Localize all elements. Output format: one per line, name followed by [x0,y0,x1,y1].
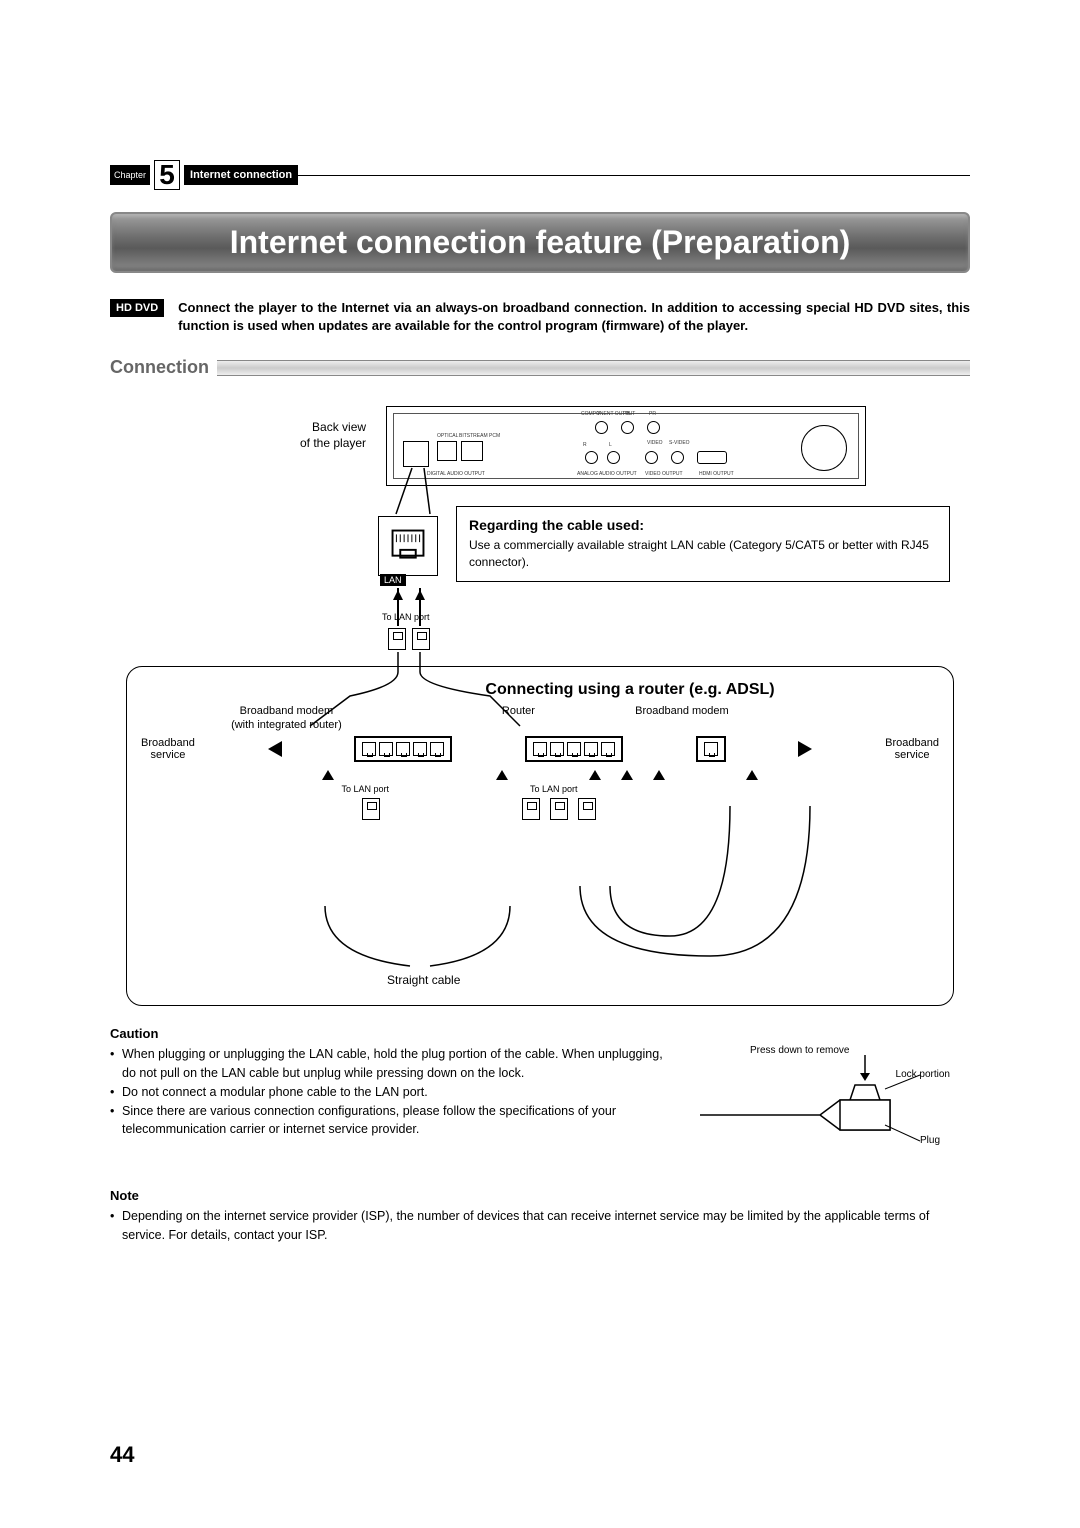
press-down-label: Press down to remove [750,1045,850,1056]
lbl-svideo: S-VIDEO [669,440,690,446]
section-title: Connection [110,355,217,380]
lan-zoom-label: LAN [380,574,406,586]
hddvd-badge: HD DVD [110,299,164,317]
plug-label: Plug [920,1135,940,1146]
note-item: Depending on the internet service provid… [110,1207,930,1245]
lbl-video: VIDEO [647,440,663,446]
rj45-icon [550,798,568,820]
player-back-panel: COMPONENT OUTPUT Y PB PR VIDEO S-VIDEO O… [386,406,866,486]
router-label: Router [502,705,535,731]
caution-title: Caution [110,1026,970,1041]
straight-cable-label: Straight cable [387,973,460,987]
chapter-header: Chapter 5 Internet connection [110,160,970,190]
note-list: Depending on the internet service provid… [110,1207,970,1245]
note-section: Note Depending on the internet service p… [110,1188,970,1245]
cable-box-title: Regarding the cable used: [469,517,937,533]
lbl-r: R [583,442,587,448]
chapter-label: Chapter [110,165,150,185]
cable-info-box: Regarding the cable used: Use a commerci… [456,506,950,582]
lbl-digital-audio: DIGITAL AUDIO OUTPUT [427,471,485,477]
to-lan-label: To LAN port [530,784,578,794]
router-panel: Connecting using a router (e.g. ADSL) Br… [126,666,954,1006]
lbl-pr: PR [649,411,656,417]
lbl-bitstream: BITSTREAM PCM [459,433,500,439]
cable-plug-diagram: Press down to remove Lock portion Plug [690,1045,950,1158]
rj45-trio [522,798,596,820]
section-head: Connection [110,355,970,380]
up-arrow-icon [496,770,508,780]
rj45-icon [412,628,430,650]
caution-item: Do not connect a modular phone cable to … [110,1083,670,1102]
connection-diagram: Back view of the player COMPONENT OUTPUT… [110,396,970,1006]
router-row: Broadband service Broadband service [141,736,939,762]
note-title: Note [110,1188,970,1203]
section-line [217,360,970,376]
lbl-analog-audio: ANALOG AUDIO OUTPUT [577,471,637,477]
modem-box [696,736,726,762]
hdmi-port-icon [697,451,727,464]
router-panel-title: Connecting using a router (e.g. ADSL) [321,681,939,699]
up-arrow-icon [589,770,601,780]
lan-zoom-icon [378,516,438,576]
page-number: 44 [110,1442,134,1468]
lbl-hdmi-output: HDMI OUTPUT [699,471,734,477]
router-box [525,736,623,762]
caution-item: When plugging or unplugging the LAN cabl… [110,1045,670,1083]
optical-port-icon [437,441,457,461]
up-arrow-icon [746,770,758,780]
up-arrow-icon [653,770,665,780]
arrow-right-icon [798,741,812,757]
rj45-icon [578,798,596,820]
cable-box-text: Use a commercially available straight LA… [469,537,937,571]
to-lan-label-top: To LAN port [382,612,430,622]
intro-text: Connect the player to the Internet via a… [178,299,970,335]
rj45-icon [522,798,540,820]
caution-item: Since there are various connection confi… [110,1102,670,1140]
up-arrow-icon [322,770,334,780]
arrow-left-icon [268,741,282,757]
to-lan-label: To LAN port [341,784,389,794]
lbl-video-output: VIDEO OUTPUT [645,471,683,477]
rj45-icon [388,628,406,650]
lbl-l: L [609,442,612,448]
broadband-service-left: Broadband service [141,737,195,761]
broadband-service-right: Broadband service [885,737,939,761]
modem-router-box [354,736,452,762]
lbl-pb: PB [623,411,630,417]
chapter-rule [298,175,970,176]
lan-port-icon [403,441,429,467]
chapter-title: Internet connection [184,165,298,185]
rj45-icon [362,798,380,820]
modem-integrated-label: Broadband modem (with integrated router) [231,705,342,731]
page-banner: Internet connection feature (Preparation… [110,212,970,273]
chapter-number: 5 [154,160,180,190]
back-view-label: Back view of the player [300,420,366,451]
modem-label: Broadband modem [635,705,729,731]
intro-row: HD DVD Connect the player to the Interne… [110,299,970,335]
caution-section: Caution When plugging or unplugging the … [110,1026,970,1158]
bitstream-port-icon [461,441,483,461]
lock-portion-label: Lock portion [896,1069,950,1080]
rj45-pair-top [388,628,430,650]
lbl-optical: OPTICAL [437,433,458,439]
up-arrow-icon [621,770,633,780]
lbl-y: Y [597,411,600,417]
caution-list: When plugging or unplugging the LAN cabl… [110,1045,670,1158]
